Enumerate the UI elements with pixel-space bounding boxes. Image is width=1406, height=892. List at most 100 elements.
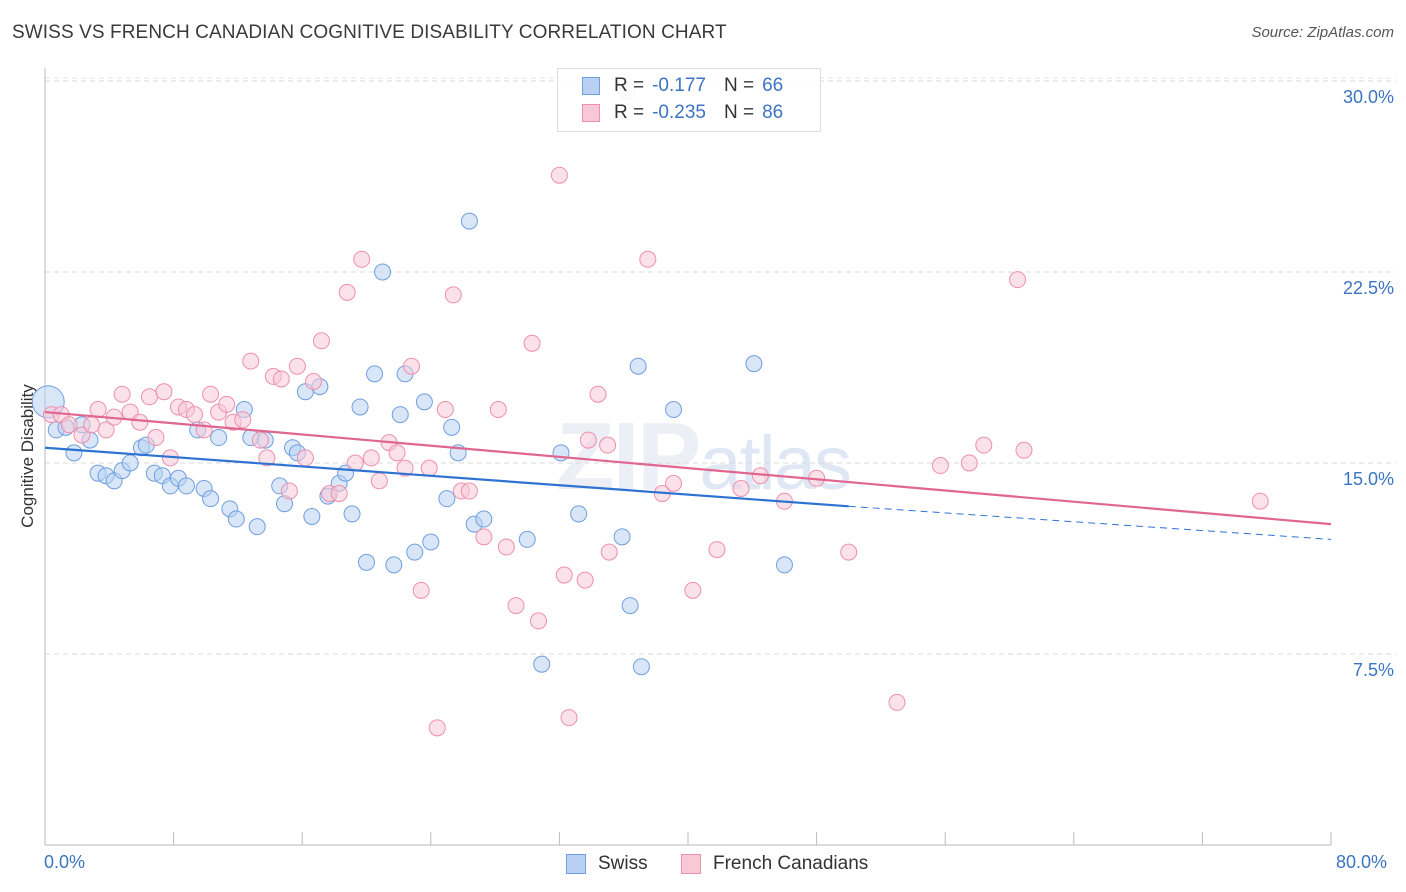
legend-label-french-canadians: French Canadians xyxy=(713,853,869,874)
french-canadian-point xyxy=(242,352,260,370)
r-value: -0.235 xyxy=(652,102,706,123)
french-canadian-point xyxy=(684,581,702,599)
french-canadian-point xyxy=(460,482,478,500)
french-canadian-point xyxy=(97,421,115,439)
french-canadian-point xyxy=(931,457,949,475)
french-canadian-point xyxy=(304,373,322,391)
french-canadian-point xyxy=(346,454,364,472)
swiss-point xyxy=(121,454,139,472)
french-canadian-point xyxy=(272,370,290,388)
swiss-point xyxy=(438,490,456,508)
swiss-point xyxy=(422,533,440,551)
french-canadian-point xyxy=(185,406,203,424)
swiss-point xyxy=(210,429,228,447)
swiss-point xyxy=(665,401,683,419)
n-label: N = xyxy=(723,75,755,96)
r-value: -0.177 xyxy=(652,75,706,96)
french-canadian-point xyxy=(370,472,388,490)
french-canadian-point xyxy=(497,538,515,556)
r-label: R = xyxy=(614,75,645,96)
french-canadian-point xyxy=(523,334,541,352)
french-canadian-point xyxy=(1015,441,1033,459)
french-canadian-point xyxy=(599,436,617,454)
french-canadian-point xyxy=(353,250,371,268)
swiss-point xyxy=(570,505,588,523)
french-canadian-point xyxy=(202,385,220,403)
swiss-trend-extension xyxy=(848,505,1332,540)
swiss-trend-line xyxy=(44,446,849,508)
legend-french-canadians[interactable]: French Canadians xyxy=(681,851,868,877)
swiss-point xyxy=(518,530,536,548)
french-canadian-point xyxy=(589,385,607,403)
french-canadian-point xyxy=(428,719,446,737)
swiss-point xyxy=(358,553,375,571)
french-canadian-point xyxy=(1009,271,1027,289)
r-label: R = xyxy=(614,102,645,123)
swiss-point xyxy=(460,212,478,230)
swiss-point xyxy=(632,658,650,676)
french-canadian-point xyxy=(840,543,858,561)
swiss-point xyxy=(415,393,433,411)
swiss-legend-icon xyxy=(566,854,586,874)
swiss-point xyxy=(385,556,403,574)
french-canadian-point xyxy=(131,413,149,431)
swiss-point xyxy=(775,556,793,574)
french-canadian-point xyxy=(388,444,406,462)
french-canadian-point xyxy=(489,401,507,419)
french-canadian-point xyxy=(362,449,380,467)
french-canadian-point xyxy=(444,286,462,304)
french-canadian-point xyxy=(420,459,438,477)
french-canadian-point xyxy=(475,528,493,546)
french-canadian-point xyxy=(579,431,597,449)
french-canadian-point xyxy=(296,449,314,467)
french-canadian-point xyxy=(234,411,252,429)
swiss-point xyxy=(613,528,631,546)
swiss-point xyxy=(374,263,392,281)
swiss-point xyxy=(227,510,245,528)
legend-swiss[interactable]: Swiss xyxy=(566,851,648,877)
french-canadian-point xyxy=(1251,492,1269,510)
swiss-point xyxy=(303,507,321,525)
french-canadian-point xyxy=(960,454,978,472)
source-credit: Source: ZipAtlas.com xyxy=(1251,24,1394,41)
n-value: 86 xyxy=(762,102,784,123)
swiss-point xyxy=(366,365,384,383)
swiss-point xyxy=(629,357,647,375)
french-canadian-point xyxy=(60,416,78,434)
french-canadian-point xyxy=(147,429,165,447)
french-canadian-point xyxy=(530,612,548,630)
french-canadian-point xyxy=(555,566,573,584)
swiss-swatch-icon xyxy=(582,77,600,95)
french-canadian-point xyxy=(708,541,726,559)
swiss-point xyxy=(351,398,369,416)
french-canadian-point xyxy=(888,693,906,711)
swiss-point xyxy=(177,477,195,495)
french-canadian-point xyxy=(412,581,430,599)
watermark: ZIPatlas xyxy=(556,403,852,510)
stats-box: R = -0.177 N = 66 R = -0.235 N = 86 xyxy=(557,68,821,132)
x-tick-label-min: 0.0% xyxy=(44,852,86,872)
french-canadian-point xyxy=(576,571,594,589)
french-canadian-point xyxy=(251,431,269,449)
swiss-point xyxy=(202,490,220,508)
swiss-point xyxy=(248,518,266,536)
swiss-point xyxy=(745,355,763,373)
swiss-point xyxy=(475,510,493,528)
swiss-point xyxy=(343,505,361,523)
french-canadian-point xyxy=(155,383,173,401)
n-label: N = xyxy=(723,102,755,123)
stats-row-swiss: R = -0.177 N = 66 xyxy=(582,73,783,99)
french-canadian-point xyxy=(639,250,657,268)
french-canadian-point xyxy=(507,597,525,615)
french-canadian-point xyxy=(140,388,158,406)
french-canadian-point xyxy=(330,485,348,503)
french-canadian-point xyxy=(195,421,213,439)
swiss-point xyxy=(533,655,551,673)
french-canadian-point xyxy=(218,395,236,413)
y-tick-label: 7.5% xyxy=(1352,660,1394,680)
swiss-point xyxy=(406,543,424,561)
french-canadian-point xyxy=(436,401,454,419)
french-canadians-trend-line xyxy=(44,410,1332,526)
french-canadian-point xyxy=(280,482,298,500)
